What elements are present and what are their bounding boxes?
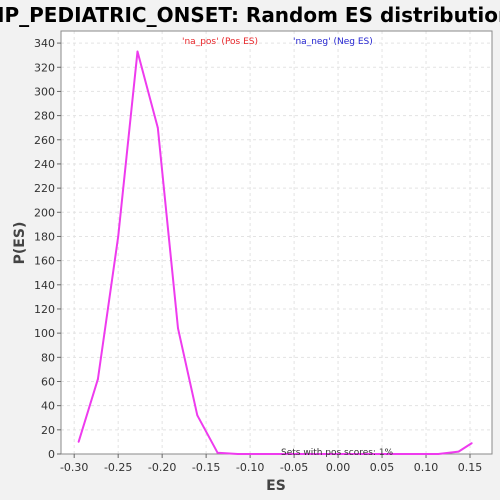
- x-tick-label: 0.00: [326, 461, 351, 474]
- y-axis-label: P(ES): [12, 222, 28, 265]
- data-point: [377, 453, 380, 455]
- data-point: [397, 453, 400, 455]
- y-tick-label: 220: [34, 182, 55, 195]
- y-tick-label: 120: [34, 303, 55, 316]
- legend-item-neg: 'na_neg' (Neg ES): [293, 37, 373, 47]
- data-point: [357, 453, 360, 455]
- data-point: [457, 450, 460, 453]
- data-point: [470, 442, 473, 445]
- x-tick-label: 0.05: [370, 461, 395, 474]
- data-point: [277, 453, 280, 455]
- y-tick-label: 180: [34, 230, 55, 243]
- y-tick-label: 20: [41, 424, 55, 437]
- x-tick-label: 0.10: [414, 461, 439, 474]
- x-tick-label: -0.20: [148, 461, 176, 474]
- data-point: [196, 414, 199, 417]
- data-point: [97, 378, 99, 380]
- y-tick-label: 40: [41, 400, 55, 413]
- x-tick-label: -0.25: [104, 461, 132, 474]
- y-tick-label: 100: [34, 327, 55, 340]
- data-point: [437, 453, 440, 455]
- y-tick-label: 240: [34, 158, 55, 171]
- x-tick-label: 0.15: [458, 461, 483, 474]
- y-tick-label: 340: [34, 37, 55, 50]
- data-point: [236, 453, 239, 455]
- y-tick-label: 200: [34, 206, 55, 219]
- data-point: [136, 50, 139, 53]
- x-tick-label: -0.30: [60, 461, 88, 474]
- axis-ticks: 0 20 40 60 80 100 120 140 160 180 200 220 240 260 280 3…: [34, 37, 482, 474]
- series-layer: [77, 50, 473, 455]
- chart-title: HP_PEDIATRIC_ONSET: Random ES distributi…: [0, 3, 500, 27]
- y-tick-label: 140: [34, 279, 55, 292]
- y-tick-label: 280: [34, 110, 55, 123]
- x-tick-label: -0.10: [236, 461, 264, 474]
- x-tick-label: -0.15: [192, 461, 220, 474]
- data-point: [316, 453, 319, 455]
- data-point: [296, 453, 299, 455]
- data-point: [77, 441, 80, 443]
- y-tick-label: 0: [48, 448, 55, 461]
- data-point: [417, 453, 420, 455]
- plot-background: [61, 31, 492, 454]
- data-point: [156, 126, 159, 129]
- y-tick-label: 260: [34, 134, 55, 147]
- data-point: [216, 451, 219, 454]
- y-tick-label: 80: [41, 351, 55, 364]
- y-tick-label: 320: [34, 61, 55, 74]
- x-axis-label: ES: [266, 478, 286, 494]
- data-point: [337, 453, 339, 455]
- data-point: [177, 327, 179, 330]
- legend-item-pos: 'na_pos' (Pos ES): [182, 37, 258, 47]
- data-point: [117, 235, 120, 238]
- annotation-pos-scores: Sets with pos scores: 1%: [281, 448, 394, 458]
- y-tick-label: 160: [34, 255, 55, 268]
- x-tick-label: -0.05: [280, 461, 308, 474]
- y-tick-label: 300: [34, 85, 55, 98]
- y-tick-label: 60: [41, 375, 55, 388]
- data-point: [257, 453, 259, 455]
